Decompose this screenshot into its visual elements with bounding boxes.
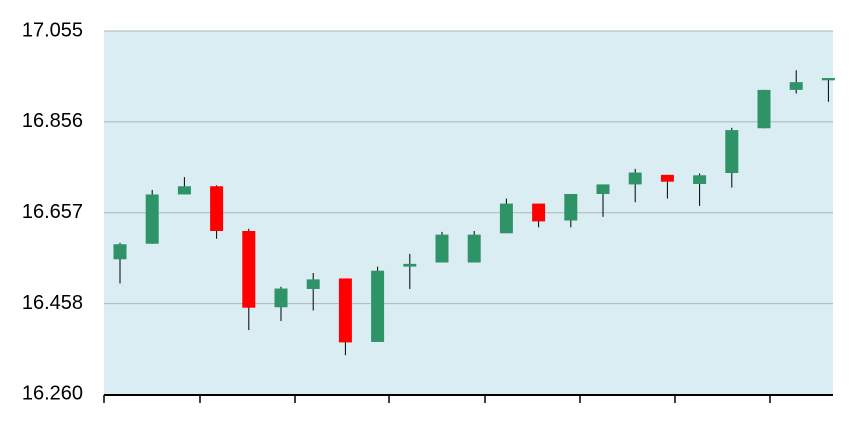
candle-body (274, 288, 288, 308)
candle-body (564, 194, 578, 221)
y-tick-label: 16.260 (22, 382, 83, 404)
candle-body (210, 186, 224, 231)
candle-body (403, 263, 417, 267)
candle-body (371, 270, 385, 342)
candle-body (113, 244, 127, 260)
candle-body (532, 203, 546, 222)
candle-body (660, 174, 674, 182)
candle-body (177, 186, 191, 195)
candle-body (725, 130, 739, 174)
y-tick-label: 16.458 (22, 292, 83, 314)
y-tick-label: 16.856 (22, 110, 83, 132)
candle-body (596, 184, 610, 195)
candle-body (145, 194, 159, 244)
candle-body (338, 278, 352, 343)
candle-body (435, 234, 449, 263)
candle-body (628, 172, 642, 185)
y-axis-tick-labels: 16.260 16.458 16.657 16.856 17.055 (22, 19, 83, 404)
candle-body (242, 230, 256, 308)
y-tick-label: 17.055 (22, 19, 83, 41)
candles (113, 70, 835, 356)
candle-body (789, 82, 803, 90)
gridlines (104, 30, 833, 305)
candle-body (821, 78, 835, 81)
x-axis (103, 394, 833, 403)
candle-body (693, 175, 707, 184)
y-tick-label: 16.657 (22, 201, 83, 223)
candle-body (306, 279, 320, 289)
candle-body (499, 203, 513, 234)
candle-body (467, 234, 481, 263)
candle-body (757, 89, 771, 129)
